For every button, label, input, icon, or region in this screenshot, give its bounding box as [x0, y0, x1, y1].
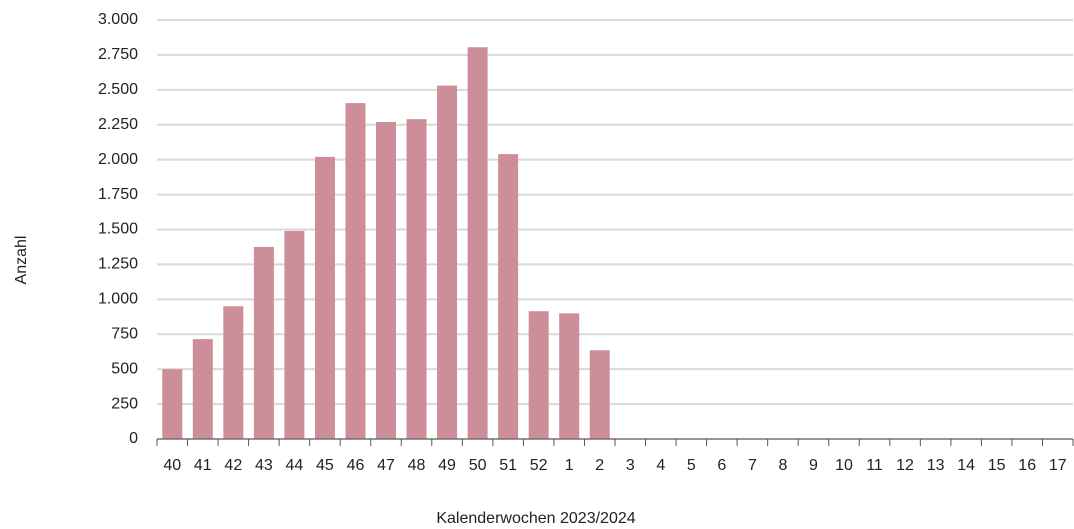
x-tick-label: 40	[163, 457, 181, 474]
x-tick-label: 44	[286, 457, 304, 474]
x-tick-label: 43	[255, 457, 273, 474]
bar	[162, 369, 183, 439]
y-tick-label: 0	[129, 430, 138, 447]
x-tick-label: 9	[809, 457, 818, 474]
y-axis-title: Anzahl	[13, 236, 30, 285]
x-tick-label: 2	[595, 457, 604, 474]
x-tick-label: 46	[347, 457, 365, 474]
x-tick-label: 3	[626, 457, 635, 474]
bar	[589, 350, 610, 439]
x-tick-label: 5	[687, 457, 696, 474]
x-tick-label: 15	[988, 457, 1006, 474]
x-tick-label: 41	[194, 457, 212, 474]
bar	[253, 246, 274, 439]
bar	[559, 313, 580, 439]
bar	[223, 306, 244, 439]
bar	[437, 85, 458, 439]
bar	[406, 119, 427, 439]
y-tick-label: 1.750	[98, 186, 138, 203]
x-tick-label: 17	[1049, 457, 1067, 474]
bar	[345, 103, 366, 439]
y-tick-label: 2.750	[98, 46, 138, 63]
x-tick-label: 4	[656, 457, 665, 474]
y-tick-label: 1.000	[98, 291, 138, 308]
bar	[498, 154, 519, 439]
x-tick-label: 11	[866, 457, 883, 474]
x-tick-label: 7	[748, 457, 757, 474]
x-tick-label: 51	[499, 457, 517, 474]
x-tick-label: 52	[530, 457, 548, 474]
x-tick-label: 16	[1018, 457, 1036, 474]
x-tick-label: 14	[957, 457, 975, 474]
y-tick-label: 750	[111, 325, 138, 342]
y-tick-label: 2.500	[98, 81, 138, 98]
x-tick-label: 12	[896, 457, 914, 474]
x-tick-label: 49	[438, 457, 456, 474]
y-tick-label: 250	[111, 395, 138, 412]
y-tick-label: 2.250	[98, 116, 138, 133]
x-tick-label: 47	[377, 457, 395, 474]
bar	[284, 230, 305, 439]
x-tick-label: 10	[835, 457, 853, 474]
x-tick-label: 45	[316, 457, 334, 474]
x-axis-title: Kalenderwochen 2023/2024	[436, 510, 635, 527]
bar	[192, 339, 213, 439]
y-tick-label: 3.000	[98, 11, 138, 28]
y-tick-label: 1.250	[98, 256, 138, 273]
y-tick-label: 500	[111, 360, 138, 377]
x-tick-label: 42	[224, 457, 242, 474]
y-tick-label: 2.000	[98, 151, 138, 168]
x-tick-label: 48	[408, 457, 426, 474]
bar	[314, 156, 335, 439]
bar	[528, 311, 549, 439]
x-tick-label: 1	[565, 457, 574, 474]
bar	[376, 121, 396, 439]
x-tick-label: 6	[717, 457, 726, 474]
x-tick-label: 50	[469, 457, 487, 474]
y-tick-label: 1.500	[98, 221, 138, 238]
x-tick-label: 8	[778, 457, 787, 474]
x-tick-label: 13	[927, 457, 945, 474]
bar	[467, 47, 488, 440]
